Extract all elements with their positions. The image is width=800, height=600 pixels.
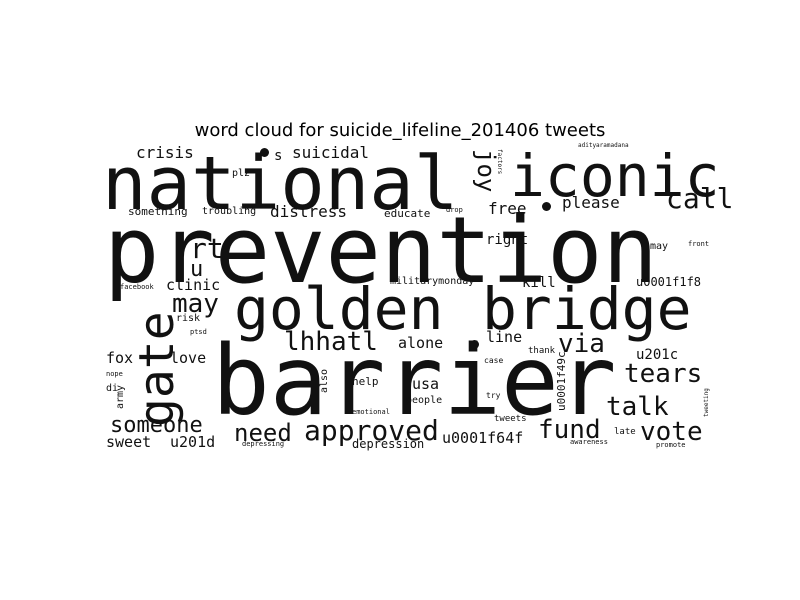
word-free: free [488,199,527,218]
word-may-small: may [650,241,669,252]
word-alone: alone [398,334,444,352]
word-sweet: sweet [106,433,152,451]
dot-mark [542,202,551,211]
word-usa: usa [412,375,440,393]
word-nope: nope [106,370,123,378]
word-talk: talk [606,392,669,422]
word-facebook: facebook [120,283,154,291]
word-tears: tears [624,359,703,389]
word-joy: joy [472,149,500,193]
word-u201c: u201c [636,347,679,363]
word-front: front [688,240,710,248]
word-u201d: u201d [170,433,216,451]
word-gate: gate [129,311,185,427]
word-barrier: barrier [212,325,617,437]
word-promote: promote [656,441,686,449]
word-militarymonday: militarymonday [390,276,475,287]
word-drop: drop [446,206,463,214]
word-cloud: national iconic prevention golden bridge… [102,143,733,452]
word-approved: approved [304,414,439,447]
word-clinic: clinic [166,276,221,294]
word-help: help [352,375,379,388]
word-iconic: iconic [510,142,720,210]
word-fox: fox [106,349,134,367]
dot-mark [260,148,269,157]
word-something: something [128,205,188,218]
word-s: s [274,148,283,164]
word-love: love [170,349,207,367]
word-line: line [486,328,523,346]
word-thank: thank [528,346,556,356]
word-try: try [486,391,501,400]
word-u0001f1f8: u0001f1f8 [636,275,702,289]
word-ptsd: ptsd [190,328,207,336]
word-troubling: troubling [202,206,257,217]
dot-mark [470,340,479,349]
word-call: call [666,182,734,215]
word-di: di [106,383,119,394]
word-depressing: depressing [242,440,285,448]
word-u0001f64f: u0001f64f [442,429,524,447]
word-via: via [558,329,605,359]
word-please: please [562,193,620,212]
word-national: national [102,141,459,227]
word-distress: distress [270,202,348,221]
word-prevention: prevention [104,197,658,304]
word-may: may [172,289,219,319]
word-fund: fund [538,415,601,445]
word-someone: someone [110,413,203,438]
word-risk: risk [176,313,201,324]
word-emotional: emotional [352,408,390,416]
word-factors: factors [496,149,503,175]
word-adityaramadana: adityaramadana [578,142,629,149]
word-crisis: crisis [136,143,194,162]
word-awareness: awareness [570,438,608,446]
word-right: right [486,232,529,248]
word-bridge: bridge [482,275,692,343]
word-golden: golden [234,275,444,343]
word-lhhatl: lhhatl [284,327,378,357]
word-tweets: tweets [494,414,527,424]
word-tweeting: tweeting [703,388,710,417]
word-plz: plz [232,168,251,179]
word-need: need [234,419,292,447]
chart-title: word cloud for suicide_lifeline_201406 t… [194,120,606,141]
word-rt: rt [190,232,224,265]
word-u0001f49c: u0001f49c [555,351,568,411]
word-late: late [614,427,636,437]
word-people: people [406,395,443,406]
word-suicidal: suicidal [292,143,370,162]
word-depression: depression [352,437,425,451]
word-educate: educate [384,207,431,220]
word-vote: vote [640,417,703,447]
word-kill: kill [522,275,556,291]
word-case: case [484,356,504,365]
word-also: also [319,368,330,393]
word-u: u [190,257,204,282]
